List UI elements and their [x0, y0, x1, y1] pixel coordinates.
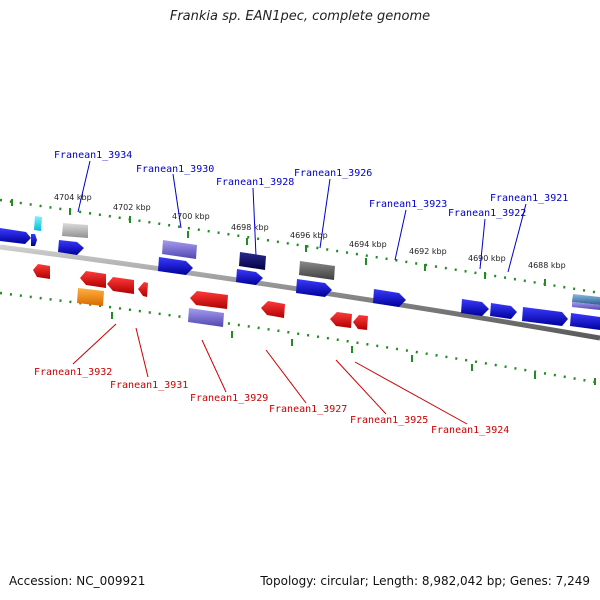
gene-arrow[interactable] — [190, 291, 228, 309]
gene-arrow[interactable] — [107, 277, 134, 294]
gene-box[interactable] — [572, 294, 600, 305]
lower-ruler — [0, 291, 600, 385]
gene-arrow[interactable] — [33, 264, 50, 279]
gene-arrow[interactable] — [236, 269, 263, 285]
leader-line — [252, 187, 257, 257]
tick-label: 4694 kbp — [349, 240, 387, 249]
minus-strand-labels: Franean1_3932 Franean1_3931 Franean1_392… — [34, 367, 509, 436]
gene-label[interactable]: Franean1_3928 — [216, 177, 294, 188]
gene-arrow[interactable] — [34, 216, 42, 231]
gene-arrow[interactable] — [31, 234, 37, 246]
gene-arrow[interactable] — [58, 240, 84, 255]
gene-box[interactable] — [239, 252, 266, 270]
gene-arrow[interactable] — [461, 299, 489, 316]
gene-arrow[interactable] — [373, 289, 406, 307]
minus-strand-leaders — [72, 323, 468, 425]
gene-box[interactable] — [77, 288, 104, 306]
plus-strand-labels: Franean1_3934 Franean1_3930 Franean1_392… — [54, 150, 568, 219]
tick-label: 4698 kbp — [231, 223, 269, 232]
leader-line — [354, 361, 468, 425]
leader-line — [319, 178, 331, 249]
gene-label[interactable]: Franean1_3934 — [54, 150, 132, 161]
minus-strand-features — [33, 264, 368, 330]
plus-strand-features — [0, 216, 600, 330]
tick-label: 4688 kbp — [528, 261, 566, 270]
tick-label: 4690 kbp — [468, 254, 506, 263]
tick-label: 4692 kbp — [409, 247, 447, 256]
leader-line — [135, 327, 149, 378]
gene-arrow[interactable] — [522, 307, 568, 326]
gene-arrow[interactable] — [261, 301, 285, 318]
leader-line — [479, 218, 486, 270]
gene-label[interactable]: Franean1_3924 — [431, 425, 509, 436]
tick-label: 4704 kbp — [54, 193, 92, 202]
gene-arrow[interactable] — [490, 303, 517, 319]
upper-ruler-ticks — [11, 199, 546, 286]
gene-arrow[interactable] — [570, 313, 600, 330]
leader-line — [201, 339, 227, 393]
gene-arrow[interactable] — [158, 257, 193, 275]
gene-box[interactable] — [188, 308, 224, 327]
tick-label: 4696 kbp — [290, 231, 328, 240]
gene-box[interactable] — [162, 240, 197, 259]
gene-label[interactable]: Franean1_3921 — [490, 193, 568, 204]
map-title: Frankia sp. EAN1pec, complete genome — [169, 9, 431, 24]
leader-line — [265, 349, 307, 404]
gene-box[interactable] — [299, 261, 335, 280]
leader-line — [72, 323, 117, 365]
lower-ruler-ticks — [111, 312, 596, 385]
gene-label[interactable]: Franean1_3931 — [110, 380, 188, 391]
leader-line — [507, 203, 527, 273]
gene-arrow[interactable] — [296, 279, 332, 297]
gene-label[interactable]: Franean1_3926 — [294, 168, 372, 179]
gene-arrow[interactable] — [330, 312, 352, 328]
gene-arrow[interactable] — [80, 271, 106, 288]
tick-label: 4700 kbp — [172, 212, 210, 221]
leader-line — [172, 173, 182, 229]
genome-summary-text: Topology: circular; Length: 8,982,042 bp… — [260, 574, 590, 588]
gene-label[interactable]: Franean1_3923 — [369, 199, 447, 210]
gene-label[interactable]: Franean1_3932 — [34, 367, 112, 378]
tick-label: 4702 kbp — [113, 203, 151, 212]
plus-strand-leaders — [77, 160, 527, 273]
gene-label[interactable]: Franean1_3930 — [136, 164, 214, 175]
gene-label[interactable]: Franean1_3927 — [269, 404, 347, 415]
gene-arrow[interactable] — [353, 315, 368, 330]
leader-line — [335, 359, 387, 415]
leader-line — [77, 160, 91, 213]
gene-label[interactable]: Franean1_3925 — [350, 415, 428, 426]
gene-label[interactable]: Franean1_3922 — [448, 208, 526, 219]
leader-line — [394, 209, 407, 261]
gene-arrow[interactable] — [0, 228, 31, 244]
gene-label[interactable]: Franean1_3929 — [190, 393, 268, 404]
gene-box[interactable] — [62, 223, 88, 238]
accession-text: Accession: NC_009921 — [9, 574, 146, 588]
gene-box[interactable] — [572, 302, 600, 310]
gene-arrow[interactable] — [138, 282, 148, 297]
tick-labels: 4704 kbp 4702 kbp 4700 kbp 4698 kbp 4696… — [54, 193, 566, 270]
